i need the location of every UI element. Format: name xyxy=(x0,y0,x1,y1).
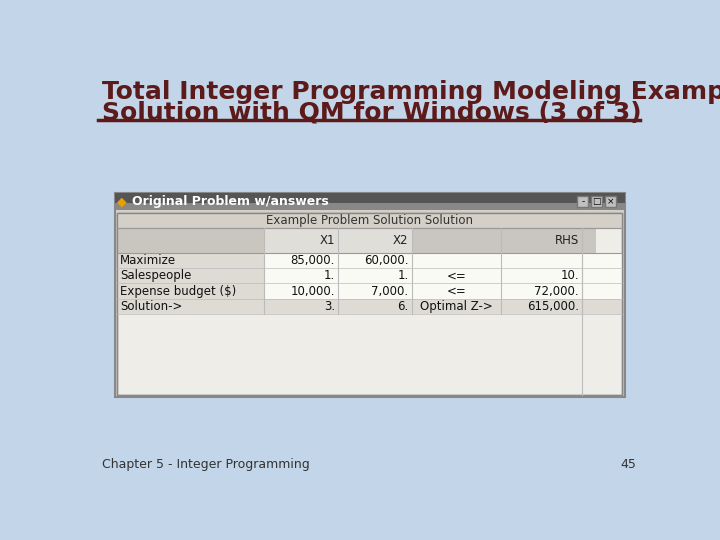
Text: Original Problem w/answers: Original Problem w/answers xyxy=(132,195,328,208)
Bar xyxy=(412,228,500,253)
Text: Salespeople: Salespeople xyxy=(120,269,192,282)
Text: X2: X2 xyxy=(393,234,408,247)
Text: X1: X1 xyxy=(320,234,335,247)
Text: 45: 45 xyxy=(621,458,636,471)
Text: 10.: 10. xyxy=(560,269,579,282)
Text: Expense budget ($): Expense budget ($) xyxy=(120,285,236,298)
Text: ◆: ◆ xyxy=(117,195,127,208)
Text: ×: × xyxy=(607,197,615,206)
Text: Optimal Z->: Optimal Z-> xyxy=(420,300,492,313)
Bar xyxy=(117,268,622,284)
Text: 6.: 6. xyxy=(397,300,408,313)
Bar xyxy=(114,202,625,211)
Text: 85,000.: 85,000. xyxy=(291,254,335,267)
Bar xyxy=(117,284,264,299)
Bar xyxy=(117,268,264,284)
Text: 3.: 3. xyxy=(324,300,335,313)
Text: Solution->: Solution-> xyxy=(120,300,183,313)
Bar xyxy=(591,197,602,207)
Text: Example Problem Solution Solution: Example Problem Solution Solution xyxy=(266,214,473,227)
Bar xyxy=(117,253,622,268)
Text: <=: <= xyxy=(446,269,466,282)
Bar xyxy=(606,197,616,207)
Bar xyxy=(117,213,622,395)
Text: 1.: 1. xyxy=(397,269,408,282)
Text: -: - xyxy=(581,197,585,206)
Bar xyxy=(117,213,622,395)
Text: 72,000.: 72,000. xyxy=(534,285,579,298)
Bar xyxy=(117,213,622,228)
Text: Chapter 5 - Integer Programming: Chapter 5 - Integer Programming xyxy=(102,458,310,471)
Text: 7,000.: 7,000. xyxy=(372,285,408,298)
Bar xyxy=(582,228,596,253)
Text: □: □ xyxy=(593,197,601,206)
Text: 10,000.: 10,000. xyxy=(290,285,335,298)
Bar xyxy=(114,193,625,397)
Bar xyxy=(117,228,264,253)
Bar xyxy=(117,299,264,314)
Text: Maximize: Maximize xyxy=(120,254,176,267)
Bar xyxy=(500,228,582,253)
Text: Total Integer Programming Modeling Example: Total Integer Programming Modeling Examp… xyxy=(102,80,720,104)
Bar xyxy=(117,253,264,268)
Text: RHS: RHS xyxy=(555,234,579,247)
Bar xyxy=(117,299,622,314)
Bar xyxy=(114,193,625,211)
Text: Solution with QM for Windows (3 of 3): Solution with QM for Windows (3 of 3) xyxy=(102,100,642,124)
Text: 60,000.: 60,000. xyxy=(364,254,408,267)
Text: <=: <= xyxy=(446,285,466,298)
Text: 615,000.: 615,000. xyxy=(527,300,579,313)
Text: 1.: 1. xyxy=(324,269,335,282)
Bar xyxy=(117,284,622,299)
Bar xyxy=(338,228,412,253)
Bar xyxy=(577,197,588,207)
Bar xyxy=(264,228,338,253)
